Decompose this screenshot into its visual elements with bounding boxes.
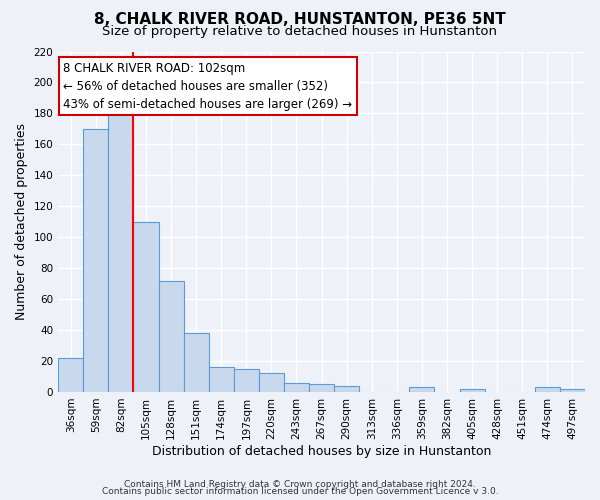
Bar [184,333,209,392]
Bar [158,280,184,392]
Bar [58,358,83,392]
X-axis label: Distribution of detached houses by size in Hunstanton: Distribution of detached houses by size … [152,444,491,458]
Bar [259,374,284,392]
Bar [209,367,234,392]
Text: 8, CHALK RIVER ROAD, HUNSTANTON, PE36 5NT: 8, CHALK RIVER ROAD, HUNSTANTON, PE36 5N… [94,12,506,28]
Text: 8 CHALK RIVER ROAD: 102sqm
← 56% of detached houses are smaller (352)
43% of sem: 8 CHALK RIVER ROAD: 102sqm ← 56% of deta… [64,62,353,110]
Bar [409,388,434,392]
Bar [560,389,585,392]
Bar [109,114,133,392]
Bar [83,129,109,392]
Bar [133,222,158,392]
Text: Size of property relative to detached houses in Hunstanton: Size of property relative to detached ho… [103,25,497,38]
Y-axis label: Number of detached properties: Number of detached properties [15,123,28,320]
Bar [284,382,309,392]
Text: Contains public sector information licensed under the Open Government Licence v : Contains public sector information licen… [101,487,499,496]
Text: Contains HM Land Registry data © Crown copyright and database right 2024.: Contains HM Land Registry data © Crown c… [124,480,476,489]
Bar [309,384,334,392]
Bar [234,368,259,392]
Bar [334,386,359,392]
Bar [535,388,560,392]
Bar [460,389,485,392]
